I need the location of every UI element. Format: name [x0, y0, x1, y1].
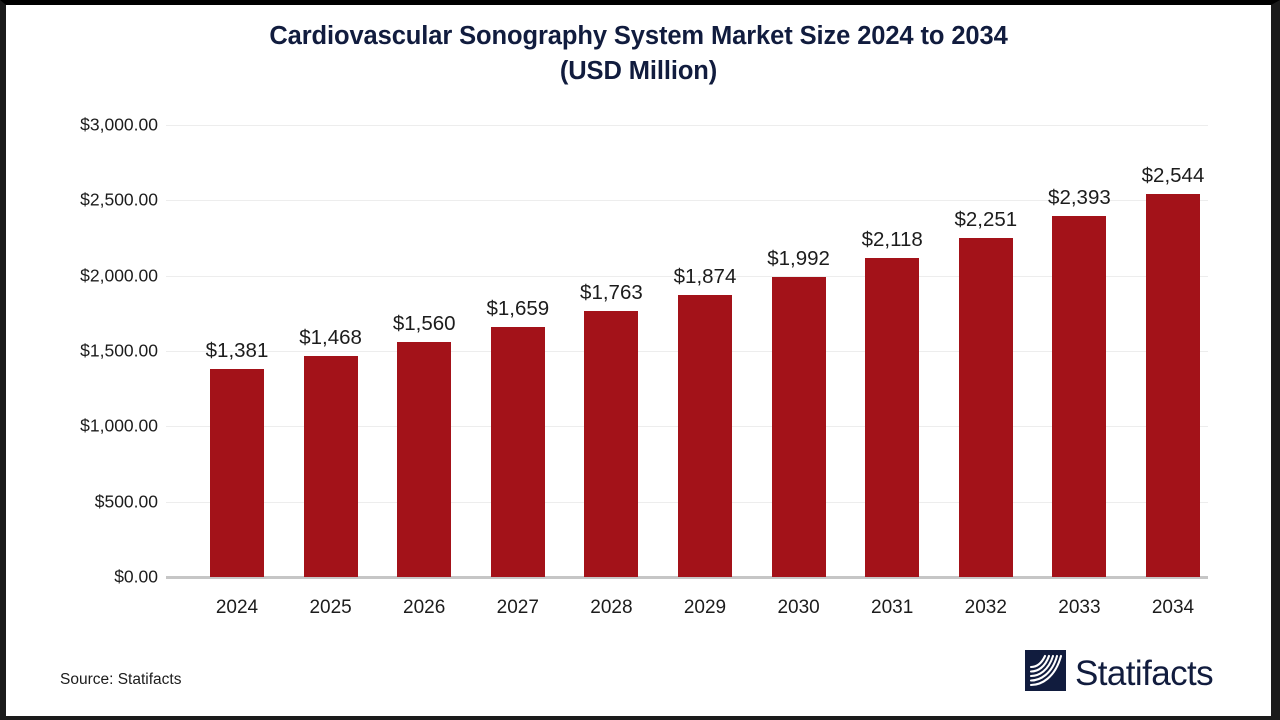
bar-value-label: $1,874 [673, 264, 737, 288]
y-axis-tick-label: $2,000.00 [80, 265, 158, 286]
bar-value-label: $1,763 [580, 281, 643, 305]
bar[interactable] [397, 341, 452, 577]
x-axis-tick-label: 2025 [309, 597, 352, 618]
x-axis-tick-label: 2033 [1058, 597, 1101, 618]
bar-value-label: $1,468 [299, 325, 362, 349]
statifacts-logo-text: Statifacts [1075, 653, 1214, 693]
bar-group[interactable]: $1,659 [486, 125, 549, 577]
bar-value-label: $1,560 [392, 311, 456, 335]
axis-baseline [166, 576, 1208, 579]
y-axis: $0.00 $500.00 $1,000.00 $1,500.00 $2,000.00 $… [6, 115, 158, 587]
y-axis-tick-label: $0.00 [114, 566, 158, 587]
bar[interactable] [1146, 193, 1200, 577]
x-axis-tick-label: 2034 [1151, 597, 1195, 618]
chart-title: Cardiovascular Sonography System Market … [6, 19, 1271, 89]
x-axis-tick-label: 2026 [403, 597, 446, 618]
y-axis-tick-label: $2,500.00 [80, 189, 158, 210]
gridline [166, 125, 1208, 126]
gridline [166, 200, 1208, 202]
bar-group[interactable]: $1,992 [767, 125, 830, 577]
bar-value-label: $2,118 [861, 227, 923, 251]
bar-group[interactable]: $1,874 [674, 125, 736, 577]
statifacts-logo: Statifacts [1025, 650, 1214, 696]
plot-area: $1,381 $1,468 $1,560 $1,659 $1,763 $1,874 $1,9… [166, 125, 1208, 579]
bar-group[interactable]: $2,251 [954, 125, 1017, 577]
x-axis-tick-label: 2024 [215, 597, 259, 618]
y-axis-tick-label: $1,500.00 [80, 340, 158, 361]
source-label: Source: Statifacts [60, 671, 182, 688]
x-axis: 2024 2025 2026 2027 2028 2029 2030 2031 2032 2033… [166, 597, 1208, 627]
bar-value-label: $1,992 [767, 246, 830, 270]
gridline [166, 275, 1208, 277]
y-axis-tick-label: $500.00 [94, 491, 158, 512]
bar-value-label: $1,381 [205, 338, 269, 362]
bar-value-label: $2,393 [1048, 186, 1111, 210]
bar-group[interactable]: $2,544 [1142, 125, 1204, 577]
bar[interactable] [303, 355, 358, 577]
bar-value-label: $2,544 [1141, 163, 1205, 187]
bar-group[interactable]: $2,393 [1048, 125, 1111, 577]
y-axis-tick-label: $1,000.00 [80, 415, 158, 436]
bar-value-label: $1,659 [486, 297, 550, 321]
bar[interactable] [584, 311, 639, 577]
bar[interactable] [490, 327, 545, 577]
x-axis-tick-label: 2030 [777, 597, 820, 618]
y-axis-tick-label: $3,000.00 [80, 114, 158, 135]
bar-group[interactable]: $2,118 [862, 125, 923, 577]
bar-group[interactable]: $1,381 [206, 125, 268, 577]
chart-title-line-2: (USD Million) [559, 57, 718, 85]
statifacts-logo-icon [1025, 650, 1067, 696]
bar-group[interactable]: $1,763 [580, 125, 643, 577]
bar[interactable] [958, 237, 1013, 577]
bar-group[interactable]: $1,560 [393, 125, 456, 577]
bar[interactable] [771, 276, 826, 577]
bar[interactable] [865, 257, 920, 577]
bar[interactable] [210, 368, 264, 577]
bar-value-label: $2,251 [954, 207, 1018, 231]
bar[interactable] [678, 294, 732, 577]
bar-group[interactable]: $1,468 [299, 125, 362, 577]
x-axis-tick-label: 2031 [871, 597, 914, 618]
x-axis-tick-label: 2027 [496, 597, 539, 618]
x-axis-tick-label: 2029 [683, 597, 727, 618]
x-axis-tick-label: 2028 [590, 597, 633, 618]
chart-title-line-1: Cardiovascular Sonography System Market … [269, 22, 1008, 50]
bar[interactable] [1052, 216, 1107, 577]
x-axis-tick-label: 2032 [964, 597, 1007, 618]
